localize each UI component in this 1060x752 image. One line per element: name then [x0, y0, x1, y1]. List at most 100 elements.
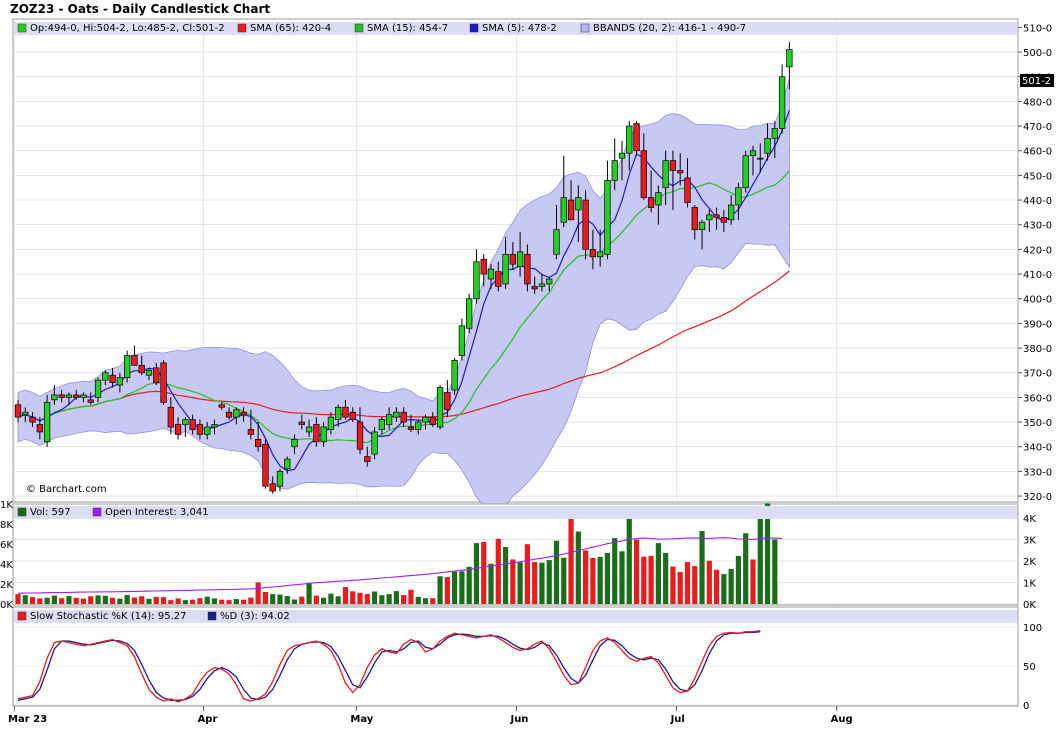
volume-left-tick-label: 4K: [0, 560, 13, 571]
volume-bar: [291, 599, 298, 604]
open-interest-line: [17, 537, 783, 594]
price-tick-label: 460-0: [1023, 147, 1052, 158]
candle-body: [473, 261, 480, 300]
volume-bar: [299, 596, 305, 604]
volume-bar: [757, 512, 763, 604]
volume-legend: Vol: 597 Open Interest: 3,041: [14, 506, 1017, 519]
candle-body: [269, 483, 276, 492]
candle-body: [720, 216, 728, 223]
volume-bar: [357, 592, 363, 604]
candle-body: [145, 369, 153, 376]
volume-bar: [495, 538, 501, 604]
candle-body: [611, 160, 618, 181]
candle-body: [58, 394, 65, 398]
candle-body: [553, 229, 560, 255]
stoch-tick-label: 50: [1023, 662, 1036, 673]
legend-swatch: [207, 611, 217, 621]
volume-bar: [190, 599, 196, 604]
candle-body: [233, 409, 240, 418]
candle-body: [684, 177, 691, 203]
legend-label: SMA (65): 420-4: [250, 23, 331, 34]
volume-bar: [342, 586, 349, 604]
volume-bar: [240, 599, 247, 604]
price-axis: 510-0500-0490-0480-0470-0460-0450-0440-0…: [1018, 23, 1052, 503]
candle-body: [662, 160, 669, 189]
legend-label: Op:494-0, Hi:504-2, Lo:485-2, Cl:501-2: [30, 23, 225, 34]
volume-bar: [379, 595, 385, 604]
candle-body: [640, 150, 647, 198]
volume-bar: [583, 550, 589, 604]
volume-left-tick-label: 1K: [0, 500, 13, 511]
volume-bar: [255, 582, 261, 604]
volume-bar: [437, 576, 443, 604]
volume-bar: [510, 559, 516, 604]
stoch-tick-label: 100: [1023, 623, 1042, 634]
volume-bar: [597, 556, 603, 604]
price-tick-label: 480-0: [1023, 97, 1052, 108]
legend-swatch: [580, 23, 590, 33]
volume-bar: [750, 559, 756, 604]
candle-body: [160, 362, 167, 403]
volume-bar: [44, 597, 50, 604]
x-tick-label: Aug: [831, 714, 853, 725]
volume-bar: [197, 598, 203, 604]
candle-body: [254, 438, 262, 448]
price-tick-label: 450-0: [1023, 171, 1052, 182]
volume-bar: [684, 562, 691, 604]
candle-body: [356, 421, 364, 450]
volume-bar: [612, 538, 618, 604]
candle-body: [87, 399, 94, 403]
volume-bar: [117, 598, 123, 604]
candle-body: [618, 152, 626, 159]
volume-bar: [95, 595, 101, 604]
candle-body: [116, 377, 124, 386]
candle-body: [538, 283, 546, 287]
candle-body: [131, 355, 138, 366]
candle-body: [313, 424, 320, 443]
volume-bar: [204, 596, 210, 604]
volume-bar: [532, 562, 538, 604]
volume-bar: [328, 593, 334, 604]
candle-body: [276, 471, 284, 487]
volume-bar: [59, 598, 65, 604]
volume-bar: [160, 597, 167, 604]
candle-body: [706, 214, 713, 221]
candle-body: [691, 207, 698, 231]
price-panel: Op:494-0, Hi:504-2, Lo:485-2, Cl:501-2 SM…: [12, 18, 1054, 706]
price-tick-label: 330-0: [1023, 467, 1052, 478]
volume-bar: [641, 556, 647, 604]
volume-left-tick-label: 2K: [0, 580, 13, 591]
volume-left-axis: 1K 8K 6K 4K 2K 0K: [0, 500, 13, 611]
volume-bar: [430, 598, 436, 604]
candle-body: [262, 443, 269, 487]
candle-body: [153, 367, 160, 383]
candle-body: [225, 411, 233, 418]
price-tick-label: 500-0: [1023, 48, 1052, 59]
price-tick-label: 440-0: [1023, 196, 1052, 207]
volume-bar: [459, 571, 465, 604]
candle-body: [14, 404, 22, 418]
candle-body: [204, 426, 211, 435]
volume-bar: [488, 563, 494, 604]
candle-body: [167, 406, 174, 428]
legend-swatch: [17, 611, 27, 621]
volume-bar: [73, 597, 79, 604]
volume-bar: [575, 531, 581, 604]
last-price-box: [1020, 74, 1054, 87]
legend-label: Vol: 597: [30, 507, 71, 518]
candle-body: [669, 160, 677, 171]
volume-bar: [321, 597, 327, 604]
candle-body: [764, 138, 771, 154]
price-tick-label: 400-0: [1023, 295, 1052, 306]
volume-bar: [604, 552, 611, 604]
candle-body: [51, 394, 58, 401]
x-tick-label: Jun: [509, 714, 528, 725]
volume-bar: [168, 600, 174, 604]
volume-bar: [648, 556, 654, 604]
volume-axis: 4K 3K 2K 1K 0K: [1023, 514, 1036, 611]
candle-body: [407, 426, 415, 430]
volume-bar: [226, 600, 232, 604]
volume-bar: [502, 546, 509, 604]
candle-body: [626, 125, 633, 154]
volume-panel: Vol: 597 Open Interest: 3,041 4K3K2K1K0K …: [0, 500, 1036, 611]
